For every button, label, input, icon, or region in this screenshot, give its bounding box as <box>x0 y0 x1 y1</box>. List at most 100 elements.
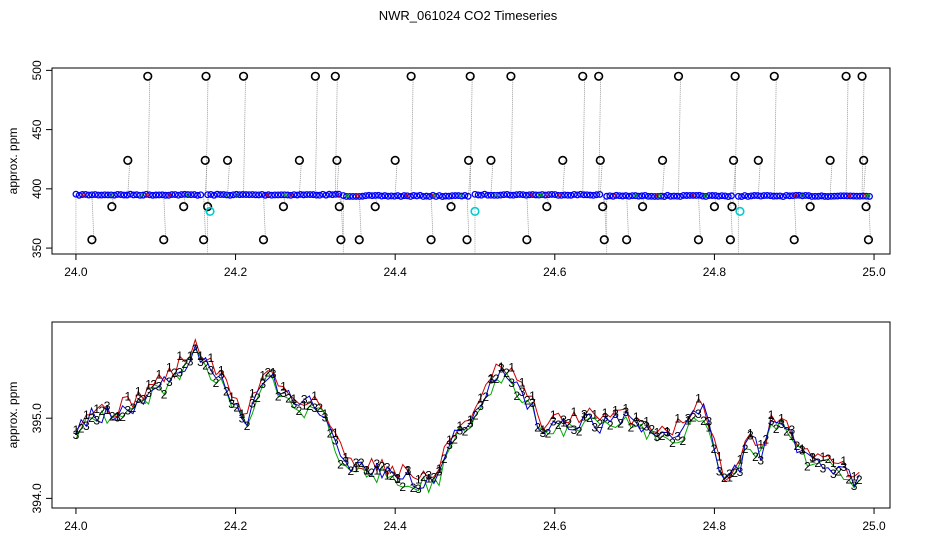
baseline-point <box>174 191 182 199</box>
series-marker-1: 1 <box>643 414 650 428</box>
baseline-fleck <box>186 192 190 197</box>
baseline-point <box>596 190 604 198</box>
baseline-point <box>213 190 221 198</box>
baseline-point <box>410 192 418 199</box>
baseline-point <box>519 191 527 199</box>
panel2-xtick-label: 24.6 <box>543 519 567 533</box>
baseline-point <box>757 192 765 200</box>
series-marker-3: 3 <box>228 397 235 411</box>
baseline-point <box>378 192 386 200</box>
series-marker-2: 2 <box>835 464 842 478</box>
baseline-point <box>165 191 173 199</box>
series-marker-2: 2 <box>493 372 500 386</box>
baseline-point <box>567 191 575 199</box>
baseline-fleck <box>544 192 549 197</box>
baseline-point <box>522 191 530 199</box>
series-marker-1: 1 <box>685 413 692 427</box>
series-marker-3: 3 <box>529 396 536 410</box>
series-marker-3: 3 <box>436 464 443 478</box>
baseline-fleck <box>690 194 695 198</box>
spike-line <box>263 194 266 240</box>
baseline-point <box>229 191 237 199</box>
spike-line <box>469 76 473 195</box>
baseline-point <box>252 191 260 199</box>
series-marker-1: 1 <box>820 450 827 464</box>
panel1-baseline-series <box>72 190 874 200</box>
series-marker-2: 2 <box>431 471 438 485</box>
baseline-point <box>397 192 405 200</box>
panel1-xtick-label: 24.2 <box>224 265 248 279</box>
outlier-point <box>558 155 568 166</box>
series-marker-3: 3 <box>73 428 80 442</box>
baseline-point <box>795 191 803 199</box>
baseline-point <box>824 193 832 200</box>
series-marker-3: 3 <box>83 419 90 433</box>
series-marker-1: 1 <box>280 380 287 394</box>
series-marker-1: 1 <box>187 349 194 363</box>
baseline-fleck <box>224 192 229 197</box>
panel1-axes: 24.0 24.2 24.4 24.6 24.8 25.0 350 400 450 500 appr… <box>6 60 886 279</box>
series-marker-3: 3 <box>156 380 163 394</box>
spike-line <box>127 160 131 195</box>
baseline-point <box>226 191 234 199</box>
baseline-point <box>721 192 729 200</box>
series-marker-1: 1 <box>768 408 775 422</box>
series-marker-1: 1 <box>436 462 443 476</box>
series-marker-1: 1 <box>726 470 733 484</box>
outlier-point <box>336 235 346 245</box>
baseline-point <box>82 190 89 198</box>
series-marker-3: 3 <box>280 386 287 400</box>
baseline-point <box>754 192 762 200</box>
baseline-point <box>603 192 611 200</box>
baseline-point <box>210 191 218 199</box>
series-marker-1: 1 <box>93 402 100 416</box>
series-marker-1: 1 <box>705 420 712 434</box>
series-marker-1: 1 <box>778 411 785 425</box>
panel2-ytick-label: 394.0 <box>30 483 44 513</box>
series-marker-3: 3 <box>716 464 723 478</box>
series-marker-2: 2 <box>182 357 189 371</box>
series-marker-1: 1 <box>747 426 754 440</box>
series-marker-1: 1 <box>156 367 163 381</box>
baseline-point <box>724 193 732 200</box>
spike-line <box>334 76 338 195</box>
panel1-ytick-label: 350 <box>30 238 44 258</box>
spike-line <box>809 194 813 207</box>
series-marker-3: 3 <box>301 393 308 407</box>
series-marker-1: 1 <box>353 461 360 475</box>
baseline-point <box>696 191 703 199</box>
baseline-point <box>760 192 768 200</box>
baseline-point <box>644 192 652 200</box>
baseline-point <box>91 191 99 199</box>
baseline-fleck <box>537 192 542 197</box>
series-marker-1: 1 <box>591 408 598 422</box>
series-marker-1: 1 <box>840 454 847 468</box>
series-marker-3: 3 <box>332 434 339 448</box>
spike-line <box>599 160 603 195</box>
series-marker-2: 2 <box>275 390 282 404</box>
outlier-point <box>728 155 739 166</box>
series-marker-1: 1 <box>239 407 246 421</box>
baseline-point <box>561 191 569 199</box>
outlier-point <box>542 202 552 212</box>
baseline-point <box>513 191 521 199</box>
spike-line <box>147 76 151 195</box>
baseline-point <box>853 192 861 200</box>
spike-line <box>227 160 230 195</box>
spike-line <box>468 160 472 195</box>
outlier-point <box>486 155 496 166</box>
series-marker-1: 1 <box>228 390 235 404</box>
series-marker-2: 2 <box>99 404 106 418</box>
baseline-point <box>680 191 687 199</box>
baseline-point <box>316 191 324 199</box>
series-marker-2: 2 <box>700 414 707 428</box>
baseline-point <box>718 192 726 200</box>
baseline-point <box>197 191 205 199</box>
series-marker-3: 3 <box>820 461 827 475</box>
series-marker-1: 1 <box>539 423 546 437</box>
series-marker-3: 3 <box>207 363 214 377</box>
series-marker-1: 1 <box>695 391 702 405</box>
series-marker-3: 3 <box>93 414 100 428</box>
spike-line <box>582 76 586 195</box>
series-marker-2: 2 <box>534 420 541 434</box>
